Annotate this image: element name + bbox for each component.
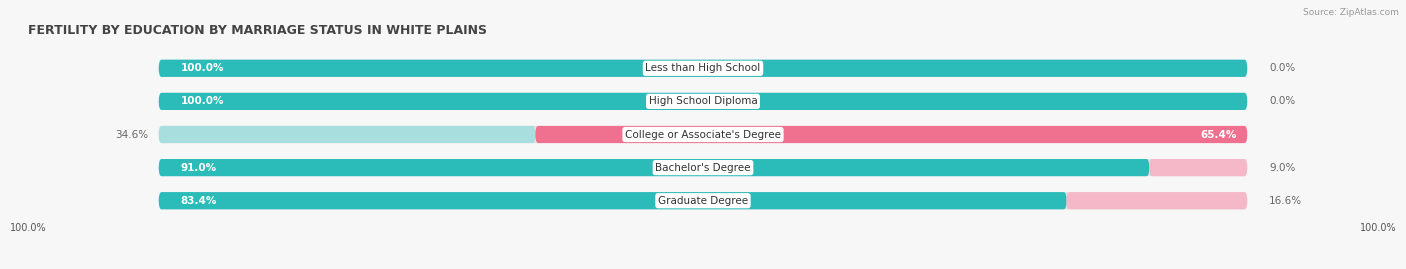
Text: Graduate Degree: Graduate Degree bbox=[658, 196, 748, 206]
FancyBboxPatch shape bbox=[159, 126, 536, 143]
Text: 16.6%: 16.6% bbox=[1270, 196, 1302, 206]
Text: Bachelor's Degree: Bachelor's Degree bbox=[655, 162, 751, 173]
FancyBboxPatch shape bbox=[159, 60, 1247, 77]
Text: FERTILITY BY EDUCATION BY MARRIAGE STATUS IN WHITE PLAINS: FERTILITY BY EDUCATION BY MARRIAGE STATU… bbox=[28, 24, 486, 37]
FancyBboxPatch shape bbox=[536, 126, 1247, 143]
Text: 34.6%: 34.6% bbox=[115, 129, 148, 140]
FancyBboxPatch shape bbox=[159, 192, 1067, 209]
FancyBboxPatch shape bbox=[159, 126, 1247, 143]
FancyBboxPatch shape bbox=[159, 93, 1247, 110]
Text: 83.4%: 83.4% bbox=[180, 196, 217, 206]
Text: 91.0%: 91.0% bbox=[180, 162, 217, 173]
FancyBboxPatch shape bbox=[1149, 159, 1247, 176]
Text: 100.0%: 100.0% bbox=[180, 63, 224, 73]
Text: Source: ZipAtlas.com: Source: ZipAtlas.com bbox=[1303, 8, 1399, 17]
FancyBboxPatch shape bbox=[1067, 192, 1247, 209]
FancyBboxPatch shape bbox=[159, 192, 1247, 209]
FancyBboxPatch shape bbox=[159, 60, 1247, 77]
Text: 0.0%: 0.0% bbox=[1270, 63, 1295, 73]
FancyBboxPatch shape bbox=[159, 159, 1149, 176]
FancyBboxPatch shape bbox=[159, 93, 1247, 110]
Text: 100.0%: 100.0% bbox=[180, 96, 224, 107]
Text: College or Associate's Degree: College or Associate's Degree bbox=[626, 129, 780, 140]
Text: 9.0%: 9.0% bbox=[1270, 162, 1295, 173]
Text: High School Diploma: High School Diploma bbox=[648, 96, 758, 107]
Text: 65.4%: 65.4% bbox=[1199, 129, 1236, 140]
Text: Less than High School: Less than High School bbox=[645, 63, 761, 73]
FancyBboxPatch shape bbox=[159, 159, 1247, 176]
Text: 0.0%: 0.0% bbox=[1270, 96, 1295, 107]
